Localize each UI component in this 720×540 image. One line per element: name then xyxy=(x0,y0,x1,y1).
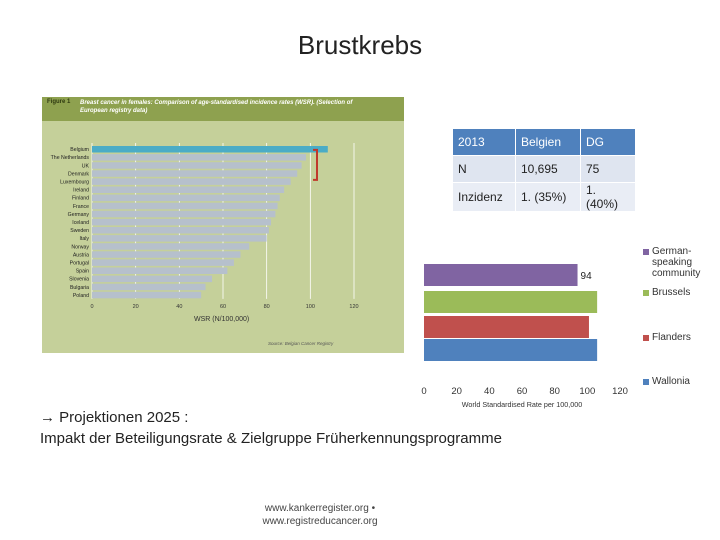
x-tick-label: 80 xyxy=(549,386,560,397)
projection-line-1: → Projektionen 2025 : xyxy=(40,409,189,426)
legend-swatch xyxy=(643,335,649,341)
regional-wsr-chart: 94 0 20 40 60 80 100 120 World Standardised Rate… xyxy=(421,264,628,409)
data-label: 94 xyxy=(581,271,593,282)
figure-caption: Breast cancer in females: Comparison of … xyxy=(80,100,353,114)
country-bar xyxy=(92,170,298,177)
footer-link[interactable]: www.registreducancer.org xyxy=(262,516,378,527)
figure-label: Figure 1 xyxy=(47,99,71,105)
country-bar xyxy=(92,283,206,291)
country-bar xyxy=(92,227,269,234)
country-label: Finland xyxy=(72,196,89,202)
stats-cell: 1. (40%) xyxy=(580,182,636,212)
country-label: The Netherlands xyxy=(51,155,90,161)
country-bar xyxy=(92,267,228,274)
country-bar xyxy=(92,162,302,169)
x-tick-label: 20 xyxy=(133,304,139,310)
country-bar xyxy=(92,194,280,202)
country-bar xyxy=(92,210,276,218)
country-bar xyxy=(92,146,328,153)
country-label: Ireland xyxy=(73,188,89,194)
legend-swatch xyxy=(643,379,649,385)
stats-cell: 75 xyxy=(580,155,636,183)
x-tick-label: 20 xyxy=(451,386,462,397)
stats-cell: DG xyxy=(580,128,636,156)
legend-label: Wallonia xyxy=(652,376,690,387)
x-axis-label: WSR (N/100,000) xyxy=(194,316,249,323)
source-note: Source: Belgian Cancer Registry xyxy=(268,341,334,346)
x-axis-label: World Standardised Rate per 100,000 xyxy=(462,400,583,409)
figure-header: Figure 1 Breast cancer in females: Compa… xyxy=(42,97,404,121)
country-label: Slovenia xyxy=(69,277,89,283)
country-label: Germany xyxy=(68,212,90,218)
country-bar xyxy=(92,218,272,226)
stats-cell: Belgien xyxy=(515,128,581,156)
legend-label: German-speaking community xyxy=(652,246,701,279)
country-bar xyxy=(92,251,241,258)
stats-cell: 1. (35%) xyxy=(515,182,581,212)
region-bar xyxy=(424,291,598,313)
country-label: Belgium xyxy=(70,147,89,153)
x-tick-label: 100 xyxy=(306,304,315,310)
country-bar xyxy=(92,235,267,242)
x-tick-label: 0 xyxy=(421,386,426,397)
country-label: Denmark xyxy=(68,171,89,177)
country-label: Austria xyxy=(73,252,89,258)
figure-panel: Figure 1 Breast cancer in females: Compa… xyxy=(42,97,404,353)
country-label: Luxembourg xyxy=(60,180,89,186)
highlight-bracket xyxy=(313,148,318,181)
country-bar xyxy=(92,243,250,250)
country-bar xyxy=(92,202,278,210)
stats-table: 2013 Belgien DG N 10,695 75 Inzidenz 1. … xyxy=(452,128,636,212)
projection-text: → Projektionen 2025 : Impakt der Beteili… xyxy=(40,407,640,449)
x-tick-label: 100 xyxy=(579,386,595,397)
stats-cell: N xyxy=(452,155,516,183)
stats-cell: Inzidenz xyxy=(452,182,516,212)
stats-cell: 2013 xyxy=(452,128,516,156)
stats-table-row: Inzidenz 1. (35%) 1. (40%) xyxy=(452,182,636,212)
country-label: Italy xyxy=(79,236,89,242)
x-tick-label: 120 xyxy=(612,386,628,397)
country-label: Bulgaria xyxy=(70,285,89,291)
stats-table-header-row: 2013 Belgien DG xyxy=(452,128,636,156)
country-label: Sweden xyxy=(70,228,89,234)
europe-incidence-chart: 0 20 40 60 80 100 120 Belgium The Netherlands UK D… xyxy=(51,143,359,346)
country-label: Spain xyxy=(76,269,89,275)
country-bar xyxy=(92,154,306,161)
stats-cell: 10,695 xyxy=(515,155,581,183)
country-bar xyxy=(92,259,234,266)
x-tick-label: 120 xyxy=(349,304,358,310)
legend-label: Flanders xyxy=(652,332,691,343)
region-bar xyxy=(424,339,598,361)
legend-swatch xyxy=(643,249,649,255)
country-bar xyxy=(92,186,285,193)
footer-links: www.kankerregister.org • www.registreduc… xyxy=(240,502,400,528)
x-tick-label: 60 xyxy=(220,304,226,310)
footer-link[interactable]: www.kankerregister.org • xyxy=(264,503,376,514)
country-label: UK xyxy=(82,163,90,169)
legend-swatch xyxy=(643,290,649,296)
country-bar xyxy=(92,275,213,283)
x-tick-label: 0 xyxy=(90,304,93,310)
slide-title: Brustkrebs xyxy=(297,30,423,60)
region-bar xyxy=(424,264,578,286)
country-label: Portugal xyxy=(70,261,89,267)
region-bar xyxy=(424,316,589,338)
country-label: Iceland xyxy=(72,220,89,226)
country-label: France xyxy=(73,204,89,210)
x-tick-label: 40 xyxy=(484,386,495,397)
country-label: Poland xyxy=(73,293,89,299)
projection-line-2: Impakt der Beteiligungsrate & Zielgruppe… xyxy=(40,430,502,447)
x-tick-label: 60 xyxy=(517,386,528,397)
x-tick-label: 80 xyxy=(264,304,270,310)
country-bar xyxy=(92,291,202,299)
country-label: Norway xyxy=(71,244,89,250)
stats-table-row: N 10,695 75 xyxy=(452,155,636,183)
country-bar xyxy=(92,178,291,185)
x-tick-label: 40 xyxy=(176,304,182,310)
legend-label: Brussels xyxy=(652,287,691,298)
